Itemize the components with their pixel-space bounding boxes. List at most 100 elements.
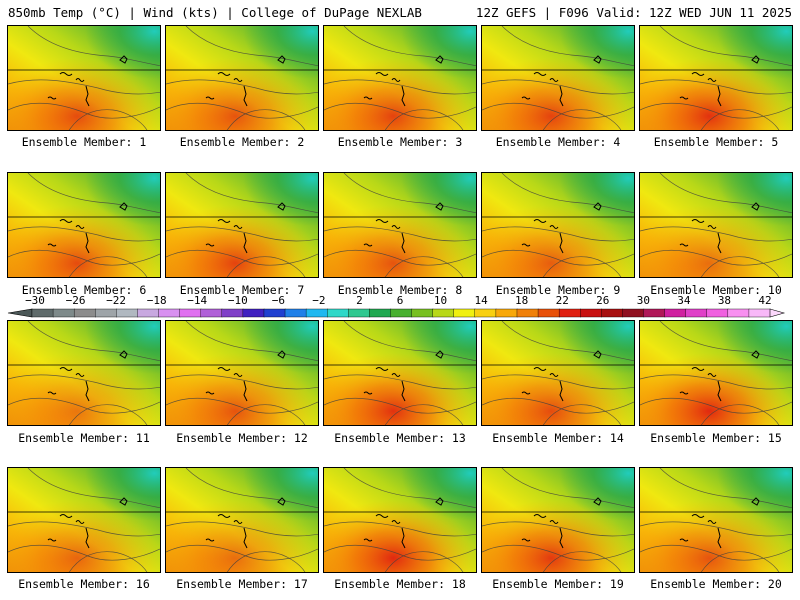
- geography-outline: [679, 391, 689, 395]
- ensemble-member-map: [639, 467, 793, 573]
- contour-line: [482, 374, 634, 390]
- ensemble-member-label: Ensemble Member: 18: [334, 577, 466, 591]
- colorbar-tick-label: 22: [555, 294, 569, 307]
- ensemble-member-label: Ensemble Member: 2: [179, 135, 305, 149]
- geography-outline: [375, 514, 389, 518]
- contour-line: [640, 226, 792, 242]
- colorbar-swatch: [95, 308, 118, 318]
- contour-line: [542, 404, 622, 425]
- contour-line: [27, 26, 160, 67]
- contour-line: [343, 468, 476, 509]
- colorbar-swatch: [179, 308, 202, 318]
- geography-outline: [85, 85, 90, 107]
- contour-line: [324, 226, 476, 242]
- ensemble-member-label: Ensemble Member: 13: [334, 431, 466, 445]
- ensemble-member-map: [7, 467, 161, 573]
- colorbar-swatch: [516, 308, 539, 318]
- geography-outline: [277, 497, 286, 506]
- geography-outline: [75, 225, 85, 229]
- geography-outline: [85, 527, 90, 549]
- geography-outline: [533, 219, 547, 223]
- colorbar-swatch: [390, 308, 413, 318]
- geography-outline: [119, 350, 128, 359]
- ensemble-member-map: [481, 320, 635, 426]
- contour-line: [700, 109, 780, 130]
- colorbar-swatch: [221, 308, 244, 318]
- colorbar-swatch: [558, 308, 581, 318]
- ensemble-member-label: Ensemble Member: 16: [18, 577, 150, 591]
- temperature-colorbar: [7, 308, 786, 318]
- geography-outline: [679, 243, 689, 247]
- geography-outline: [233, 78, 243, 82]
- geography-outline: [593, 55, 602, 64]
- geography-outline: [549, 373, 559, 377]
- geography-outline: [435, 55, 444, 64]
- colorbar-swatch: [348, 308, 371, 318]
- colorbar-tick-label: 14: [474, 294, 488, 307]
- contour-line: [501, 468, 634, 509]
- colorbar-swatch: [685, 308, 708, 318]
- contour-line: [384, 256, 464, 277]
- contour-line: [185, 321, 318, 362]
- geography-outline: [205, 96, 215, 100]
- geography-outline: [593, 497, 602, 506]
- geography-outline: [119, 202, 128, 211]
- ensemble-member-label: Ensemble Member: 6: [21, 283, 147, 297]
- ensemble-member-label: Ensemble Member: 15: [650, 431, 782, 445]
- geography-outline: [521, 96, 531, 100]
- ensemble-member-label: Ensemble Member: 1: [21, 135, 147, 149]
- geography-outline: [391, 78, 401, 82]
- contour-line: [384, 404, 464, 425]
- geography-outline: [59, 514, 73, 518]
- contour-line: [482, 226, 634, 242]
- geography-outline: [217, 72, 231, 76]
- ensemble-member-map: [7, 25, 161, 131]
- ensemble-member-label: Ensemble Member: 20: [650, 577, 782, 591]
- geography-outline: [205, 538, 215, 542]
- colorbar-swatch: [369, 308, 392, 318]
- geography-outline: [707, 225, 717, 229]
- geography-outline: [401, 380, 406, 402]
- temperature-field: [482, 173, 634, 277]
- colorbar-swatch: [537, 308, 560, 318]
- colorbar-tick-label: −30: [25, 294, 45, 307]
- ensemble-member-map: [323, 25, 477, 131]
- geography-outline: [375, 219, 389, 223]
- colorbar-tick-label: 10: [433, 294, 448, 307]
- geography-outline: [707, 78, 717, 82]
- colorbar-swatch: [727, 308, 750, 318]
- geography-outline: [217, 514, 231, 518]
- geography-outline: [75, 78, 85, 82]
- temperature-field: [324, 173, 476, 277]
- geography-outline: [751, 202, 760, 211]
- contour-line: [185, 173, 318, 214]
- geography-outline: [559, 527, 564, 549]
- ensemble-member-label: Ensemble Member: 3: [337, 135, 463, 149]
- colorbar-tick-label: 2: [356, 294, 363, 307]
- geography-outline: [217, 219, 231, 223]
- geography-outline: [59, 367, 73, 371]
- ensemble-member-label: Ensemble Member: 5: [653, 135, 779, 149]
- temperature-field: [640, 26, 792, 130]
- ensemble-member-map: [7, 320, 161, 426]
- geography-outline: [521, 538, 531, 542]
- geography-outline: [401, 232, 406, 254]
- temperature-field: [640, 173, 792, 277]
- contour-line: [640, 79, 792, 95]
- contour-line: [68, 109, 148, 130]
- geography-outline: [233, 373, 243, 377]
- temperature-field: [482, 26, 634, 130]
- ensemble-member-map: [639, 172, 793, 278]
- map-title: 850mb Temp (°C) | Wind (kts) | College o…: [8, 5, 422, 20]
- colorbar-tick-label: −10: [227, 294, 248, 307]
- temperature-field: [640, 321, 792, 425]
- geography-outline: [521, 391, 531, 395]
- ensemble-member-label: Ensemble Member: 7: [179, 283, 305, 297]
- ensemble-member-label: Ensemble Member: 17: [176, 577, 308, 591]
- colorbar-swatch: [664, 308, 687, 318]
- temperature-field: [8, 173, 160, 277]
- geography-outline: [691, 72, 705, 76]
- ensemble-member-label: Ensemble Member: 8: [337, 283, 463, 297]
- geography-outline: [435, 202, 444, 211]
- geography-outline: [243, 527, 248, 549]
